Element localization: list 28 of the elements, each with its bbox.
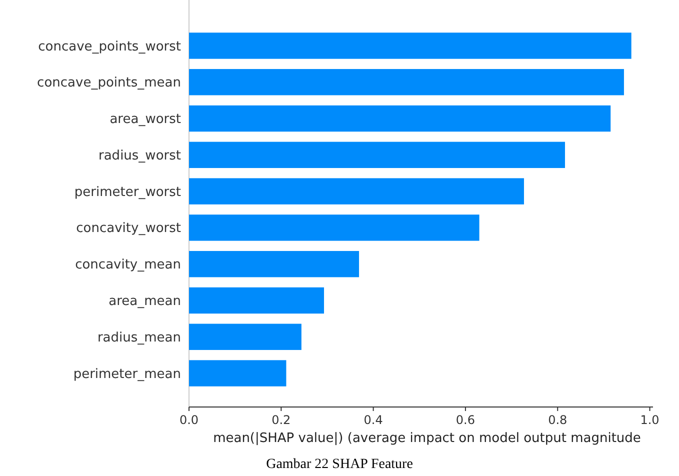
y-tick-label: concavity_worst: [76, 221, 181, 236]
bar: [189, 250, 360, 278]
y-tick-label: radius_mean: [97, 330, 181, 346]
y-tick-label: perimeter_worst: [74, 184, 181, 200]
y-tick-label: concavity_mean: [75, 258, 181, 273]
text: Gambar 22 SHAP Feature: [266, 457, 413, 472]
y-tick-label: perimeter_mean: [73, 366, 181, 382]
bar: [189, 69, 624, 96]
bar: [189, 178, 524, 204]
bar: [189, 32, 632, 59]
y-tick-label: area_worst: [110, 112, 181, 128]
x-axis-title: mean(|SHAP value|) (average impact on model output magnitude: [213, 431, 641, 446]
bar: [189, 287, 324, 314]
bar: [189, 105, 611, 132]
y-tick-label: radius_worst: [98, 148, 181, 164]
bar: [189, 324, 302, 350]
x-tick-label: 0.6: [456, 413, 476, 427]
bar: [189, 360, 286, 386]
y-tick-label: concave_points_mean: [37, 76, 181, 91]
x-tick-label: 0.0: [179, 413, 199, 427]
x-tick-label: 0.4: [364, 413, 383, 427]
x-tick-label: 1.0: [640, 413, 660, 427]
bar: [189, 142, 565, 168]
x-tick-label: 0.2: [272, 413, 291, 427]
bar: [189, 214, 480, 241]
y-tick-label: area_mean: [108, 294, 181, 310]
x-tick-label: 0.8: [548, 413, 568, 427]
y-tick-label: concave_points_worst: [38, 39, 181, 54]
